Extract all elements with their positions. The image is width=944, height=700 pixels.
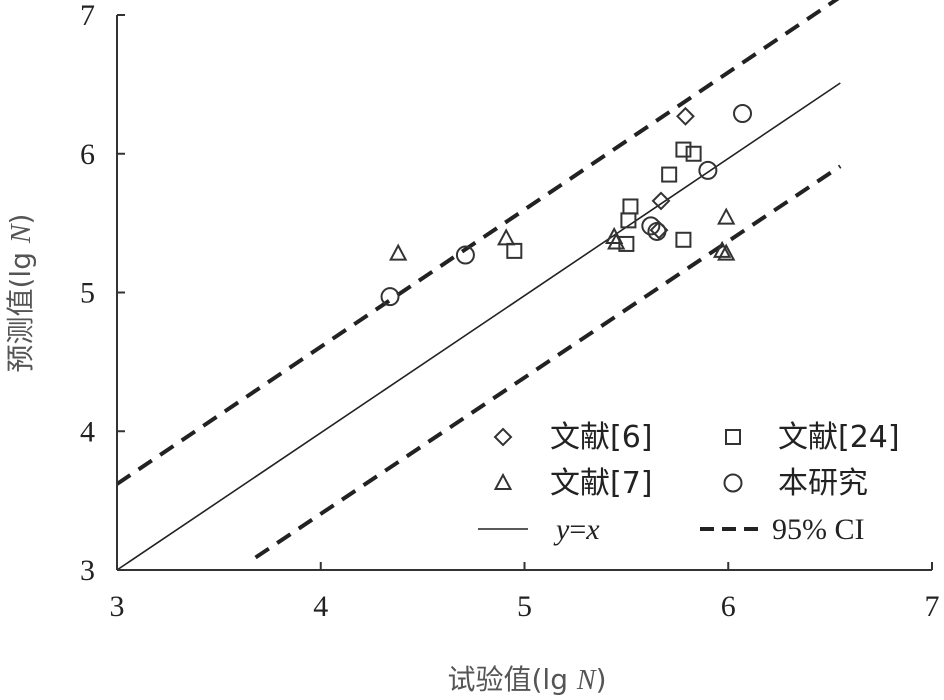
triangle-data-point	[496, 228, 516, 246]
y-tick-label: 3	[80, 554, 95, 587]
legend-diamond-marker	[493, 427, 513, 447]
x-axis-title: 试验值(lg N)	[447, 663, 606, 696]
circle-data-point	[455, 245, 475, 265]
triangle-data-point	[717, 243, 736, 261]
square-data-point	[675, 231, 692, 248]
legend-label-y-equals-x: y=x	[553, 513, 600, 546]
circle-data-point	[380, 287, 400, 307]
circle-data-point	[733, 104, 753, 124]
legend-label: 本研究	[778, 466, 868, 501]
y-tick-label: 5	[80, 277, 95, 310]
legend-label: 文献[24]	[778, 420, 900, 455]
x-tick-label: 5	[517, 590, 532, 623]
legend-equals: =	[569, 513, 586, 546]
y-tick-label: 4	[80, 415, 95, 448]
triangle-data-point	[712, 240, 732, 258]
legend-circle-marker	[723, 473, 743, 493]
y-tick-label: 7	[80, 0, 95, 32]
y-equals-x-line	[116, 82, 841, 571]
legend-label: 文献[7]	[550, 466, 653, 501]
x-tick-label: 3	[110, 590, 125, 623]
ci-lower-line	[254, 164, 842, 560]
circle-data-point	[698, 160, 718, 180]
legend-triangle-marker	[493, 472, 513, 490]
y-tick-label: 6	[80, 138, 95, 171]
x-tick-label: 7	[925, 590, 940, 623]
circle-data-point	[647, 221, 667, 241]
ci-upper-line	[115, 0, 840, 486]
square-data-point	[685, 145, 702, 162]
square-data-point	[675, 141, 692, 158]
square-data-point	[661, 166, 678, 183]
diamond-data-point	[676, 106, 695, 126]
legend: 文献[6] 文献[24] 文献[7] 本研究 y=x 95% CI	[478, 420, 900, 546]
y-axis-title: 预测值(lg N)	[4, 213, 37, 372]
legend-x-var: x	[585, 513, 600, 546]
diamond-data-point	[651, 191, 671, 211]
square-data-point	[622, 198, 639, 215]
axes: 3 4 5 6 7 3 4 5 6 7	[80, 0, 940, 623]
triangle-data-point	[717, 207, 736, 225]
triangle-data-point	[389, 243, 408, 261]
legend-square-marker	[725, 429, 741, 445]
legend-label-ci: 95% CI	[772, 513, 865, 546]
triangle-data-point	[607, 232, 626, 250]
square-data-point	[506, 242, 523, 259]
circle-data-point	[641, 216, 661, 236]
x-tick-label: 6	[721, 590, 736, 623]
plot-area	[115, 0, 842, 571]
legend-label: 文献[6]	[550, 420, 653, 455]
legend-y-var: y	[553, 513, 570, 546]
x-tick-label: 4	[313, 590, 328, 623]
